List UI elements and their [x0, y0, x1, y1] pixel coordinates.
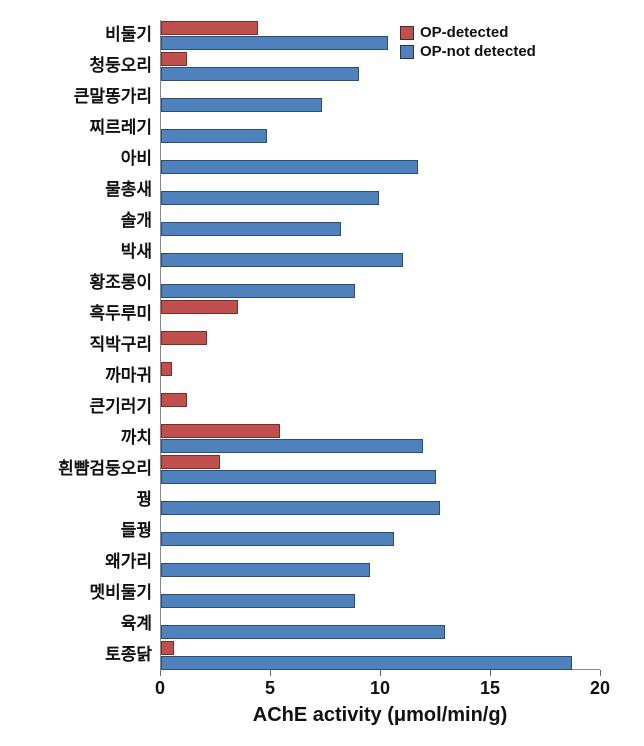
- legend-swatch: [400, 45, 414, 59]
- category-label: 물총새: [105, 181, 152, 198]
- category-label: 토종닭: [105, 646, 152, 663]
- category-label: 큰기러기: [89, 398, 152, 415]
- bar-op-not-detected: [161, 67, 359, 81]
- legend: OP-detected OP-not detected: [400, 24, 536, 62]
- category-label: 멧비둘기: [89, 584, 152, 601]
- category-label: 솔개: [121, 212, 152, 229]
- bar-op-detected: [161, 641, 174, 655]
- category-label: 까치: [121, 429, 152, 446]
- bar-op-not-detected: [161, 222, 341, 236]
- bar-op-not-detected: [161, 656, 572, 670]
- bar-op-not-detected: [161, 98, 322, 112]
- bar-op-detected: [161, 21, 258, 35]
- category-label: 육계: [121, 615, 152, 632]
- category-label: 비둘기: [105, 26, 152, 43]
- bar-op-detected: [161, 331, 207, 345]
- category-label: 흑두루미: [89, 305, 152, 322]
- category-label: 흰뺨검둥오리: [58, 460, 152, 477]
- bar-op-not-detected: [161, 625, 445, 639]
- bar-op-not-detected: [161, 439, 423, 453]
- category-label: 꿩: [136, 491, 152, 508]
- x-tick-label: 10: [370, 678, 390, 699]
- bar-op-detected: [161, 300, 238, 314]
- category-label: 청둥오리: [89, 57, 152, 74]
- category-label: 아비: [121, 150, 152, 167]
- bar-op-not-detected: [161, 36, 388, 50]
- bar-op-not-detected: [161, 191, 379, 205]
- x-tick-mark: [270, 670, 271, 676]
- category-label: 까마귀: [105, 367, 152, 384]
- bar-op-not-detected: [161, 532, 394, 546]
- legend-swatch: [400, 26, 414, 40]
- bar-op-detected: [161, 52, 187, 66]
- bar-op-not-detected: [161, 470, 436, 484]
- x-tick-mark: [600, 670, 601, 676]
- bar-op-not-detected: [161, 501, 440, 515]
- bar-op-not-detected: [161, 129, 267, 143]
- bar-op-not-detected: [161, 284, 355, 298]
- x-axis-title: AChE activity (μmol/min/g): [253, 704, 507, 727]
- plot-area: [160, 20, 600, 670]
- category-label: 직박구리: [89, 336, 152, 353]
- bar-op-detected: [161, 393, 187, 407]
- x-tick-label: 20: [590, 678, 610, 699]
- category-label: 박새: [121, 243, 152, 260]
- bar-op-detected: [161, 424, 280, 438]
- ache-activity-chart: OP-detected OP-not detected AChE activity…: [0, 0, 644, 746]
- x-tick-label: 0: [155, 678, 165, 699]
- legend-item: OP-not detected: [400, 43, 536, 60]
- x-tick-label: 15: [480, 678, 500, 699]
- x-tick-label: 5: [265, 678, 275, 699]
- x-tick-mark: [380, 670, 381, 676]
- bar-op-not-detected: [161, 253, 403, 267]
- category-label: 들꿩: [121, 522, 152, 539]
- bar-op-not-detected: [161, 160, 418, 174]
- legend-label: OP-not detected: [420, 43, 536, 60]
- bar-op-not-detected: [161, 594, 355, 608]
- legend-item: OP-detected: [400, 24, 536, 41]
- category-label: 찌르레기: [89, 119, 152, 136]
- category-label: 황조롱이: [89, 274, 152, 291]
- legend-label: OP-detected: [420, 24, 508, 41]
- x-tick-mark: [160, 670, 161, 676]
- category-label: 왜가리: [105, 553, 152, 570]
- bar-op-detected: [161, 455, 220, 469]
- category-label: 큰말똥가리: [74, 88, 152, 105]
- x-tick-mark: [490, 670, 491, 676]
- bar-op-not-detected: [161, 563, 370, 577]
- bar-op-detected: [161, 362, 172, 376]
